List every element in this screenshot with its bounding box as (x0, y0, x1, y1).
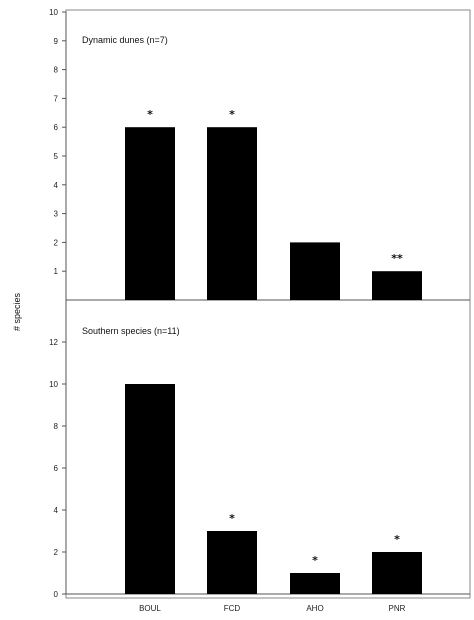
bar-boul (125, 384, 175, 594)
bar-aho (290, 573, 340, 594)
y-axis-title: # species (12, 292, 22, 331)
significance-marker: ** (391, 252, 403, 265)
y-tick-label: 2 (54, 238, 59, 247)
panel-southern-species: Southern species (n=11) 0 2 4 6 8 10 12 * * * (49, 300, 470, 599)
significance-marker: * (147, 108, 153, 121)
bar-fcd (207, 531, 257, 594)
y-tick-label: 9 (54, 37, 59, 46)
bar-pnr (372, 552, 422, 594)
panel-title-southern-species: Southern species (n=11) (82, 326, 180, 336)
y-tick-label: 8 (54, 66, 59, 75)
x-category-label: AHO (306, 604, 323, 613)
y-tick-label: 12 (49, 338, 58, 347)
bar-aho (290, 242, 340, 300)
bar-boul (125, 127, 175, 300)
y-tick-label: 10 (49, 380, 58, 389)
significance-marker: * (394, 533, 400, 546)
y-tick-label: 1 (54, 267, 59, 276)
x-category-label: BOUL (139, 604, 161, 613)
y-tick-label: 7 (54, 94, 59, 103)
y-tick-label: 4 (54, 181, 59, 190)
bar-fcd (207, 127, 257, 300)
y-tick-label: 6 (54, 123, 59, 132)
y-tick-label: 8 (54, 422, 59, 431)
panel-title-dynamic-dunes: Dynamic dunes (n=7) (82, 35, 168, 45)
x-category-label: FCD (224, 604, 241, 613)
y-tick-label: 2 (54, 548, 59, 557)
y-tick-label: 0 (54, 590, 59, 599)
y-tick-label: 10 (49, 8, 58, 17)
y-tick-label: 5 (54, 152, 59, 161)
significance-marker: * (229, 108, 235, 121)
y-tick-label: 3 (54, 210, 59, 219)
x-category-label: PNR (389, 604, 406, 613)
y-tick-label: 6 (54, 464, 59, 473)
significance-marker: * (312, 554, 318, 567)
bar-pnr (372, 271, 422, 300)
significance-marker: * (229, 512, 235, 525)
y-tick-label: 4 (54, 506, 59, 515)
